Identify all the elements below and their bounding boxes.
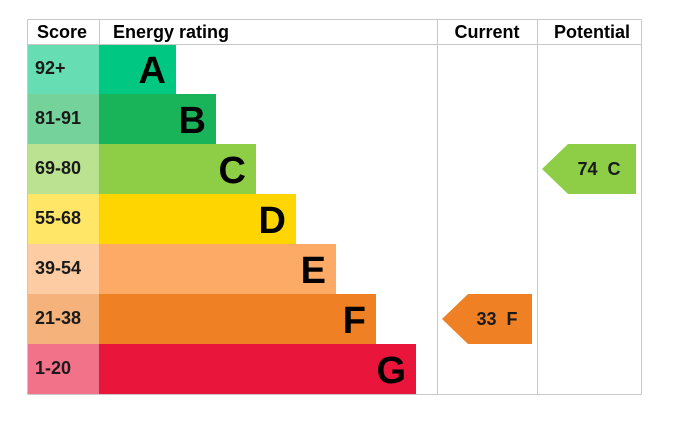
potential-rating-label: 74 C [577,159,620,179]
band-f: 21-38 F [28,294,376,344]
score-range-f: 21-38 [35,308,81,328]
rating-bands: 92+ A 81-91 B 69-80 C 55-68 D 39-54 E 21-38 F 1-20 G [28,44,416,394]
band-e: 39-54 E [28,244,336,294]
rating-bar-g [99,344,416,394]
band-c: 69-80 C [28,144,256,194]
score-range-b: 81-91 [35,108,81,128]
score-range-c: 69-80 [35,158,81,178]
rating-letter-c: C [219,150,246,192]
grid-lines [27,19,642,395]
header-energy-rating: Energy rating [113,22,229,42]
rating-letter-b: B [179,100,206,142]
rating-letter-a: A [139,50,166,92]
score-range-g: 1-20 [35,358,71,378]
rating-letter-e: E [301,250,326,292]
rating-letter-d: D [259,200,286,242]
band-d: 55-68 D [28,194,296,244]
rating-letter-g: G [376,350,406,392]
potential-rating-arrow: 74 C [542,144,636,194]
rating-letter-f: F [343,300,366,342]
score-cell-e [28,244,99,294]
score-cell-b [28,94,99,144]
score-cell-a [28,44,99,94]
rating-bar-c [99,144,256,194]
potential-arrow-shape [542,144,636,194]
score-range-e: 39-54 [35,258,81,278]
band-b: 81-91 B [28,94,216,144]
rating-bar-b [99,94,216,144]
rating-arrows: 33 F 74 C [442,144,636,344]
score-cell-c [28,144,99,194]
header-potential: Potential [554,22,630,42]
rating-bar-d [99,194,296,244]
header-score: Score [37,22,87,42]
score-cell-g [28,344,99,394]
rating-bar-f [99,294,376,344]
score-cell-f [28,294,99,344]
band-g: 1-20 G [28,344,416,394]
band-a: 92+ A [28,44,176,94]
rating-bar-e [99,244,336,294]
score-range-d: 55-68 [35,208,81,228]
score-cell-d [28,194,99,244]
current-arrow-shape [442,294,532,344]
header-current: Current [454,22,519,42]
current-rating-label: 33 F [476,309,517,329]
rating-bar-a [99,44,176,94]
score-range-a: 92+ [35,58,66,78]
current-rating-arrow: 33 F [442,294,532,344]
